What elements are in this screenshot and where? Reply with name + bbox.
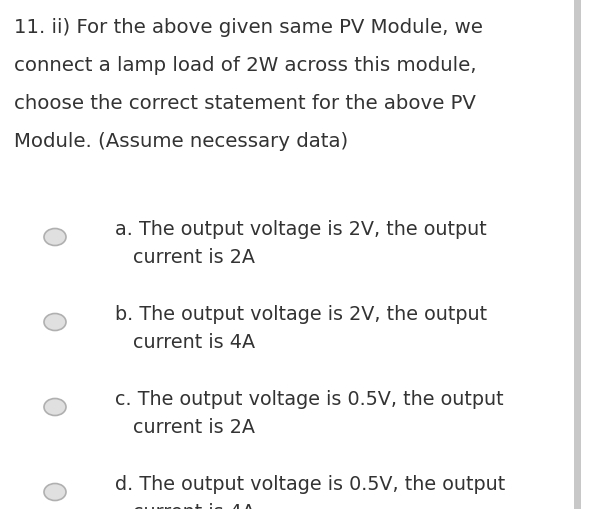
Ellipse shape	[44, 314, 66, 331]
Text: Module. (Assume necessary data): Module. (Assume necessary data)	[14, 132, 348, 151]
Ellipse shape	[44, 484, 66, 500]
Text: a. The output voltage is 2V, the output: a. The output voltage is 2V, the output	[115, 219, 487, 239]
Text: current is 4A: current is 4A	[133, 332, 255, 351]
Text: current is 2A: current is 2A	[133, 417, 255, 436]
Text: d. The output voltage is 0.5V, the output: d. The output voltage is 0.5V, the outpu…	[115, 474, 505, 493]
Ellipse shape	[44, 229, 66, 246]
Text: current is 4A: current is 4A	[133, 502, 255, 509]
Text: b. The output voltage is 2V, the output: b. The output voltage is 2V, the output	[115, 304, 487, 323]
Ellipse shape	[44, 399, 66, 416]
Text: current is 2A: current is 2A	[133, 247, 255, 267]
Text: choose the correct statement for the above PV: choose the correct statement for the abo…	[14, 94, 476, 113]
Text: c. The output voltage is 0.5V, the output: c. The output voltage is 0.5V, the outpu…	[115, 389, 504, 408]
Text: connect a lamp load of 2W across this module,: connect a lamp load of 2W across this mo…	[14, 56, 477, 75]
Text: 11. ii) For the above given same PV Module, we: 11. ii) For the above given same PV Modu…	[14, 18, 483, 37]
Bar	[574, 0, 581, 509]
